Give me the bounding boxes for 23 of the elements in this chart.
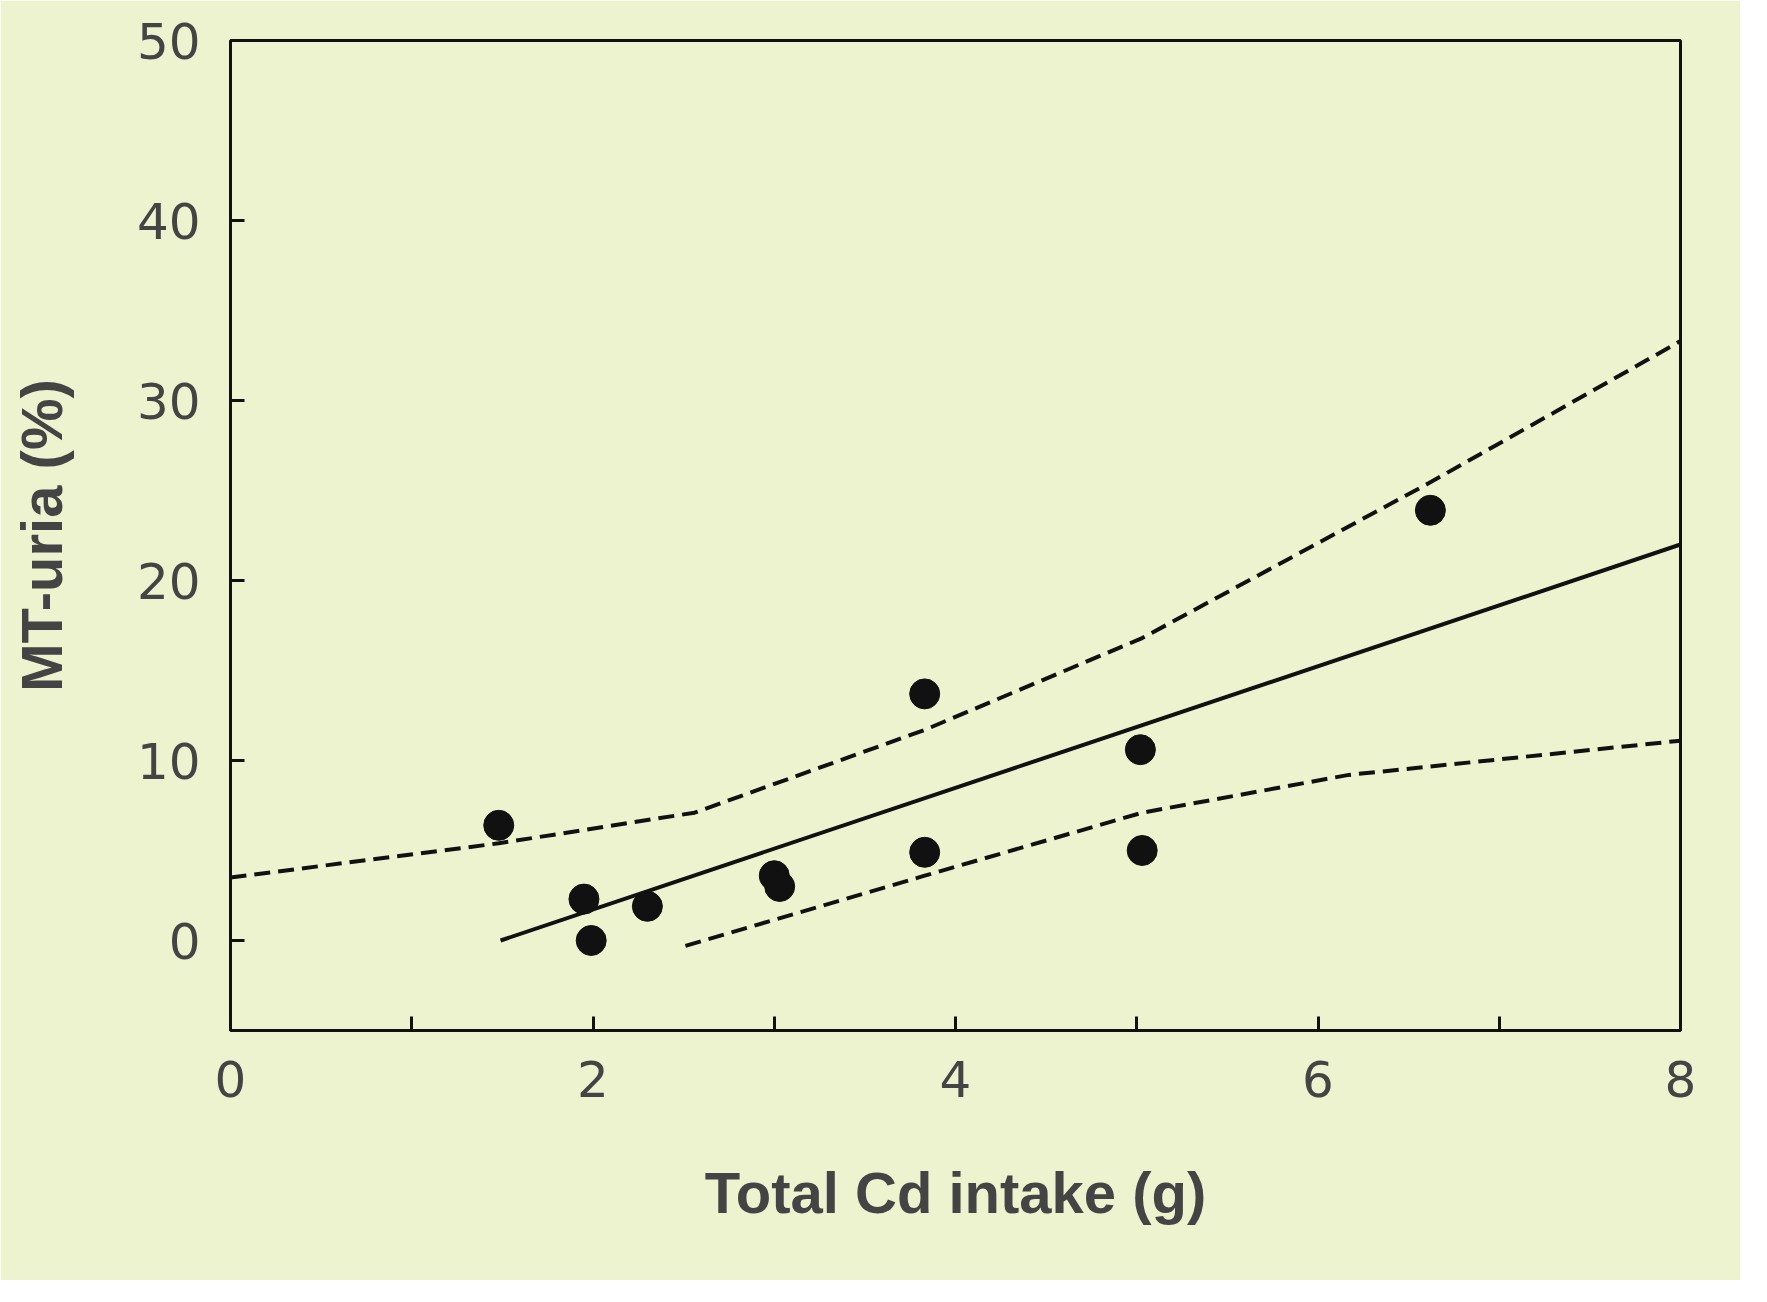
- y-tick-label: 50: [136, 12, 201, 71]
- point: [631, 890, 663, 922]
- y-tick-label: 30: [136, 372, 201, 431]
- point: [1124, 734, 1156, 766]
- point: [909, 836, 941, 868]
- point: [1126, 835, 1158, 866]
- y-tick-label: 0: [168, 912, 201, 971]
- point: [568, 883, 600, 915]
- y-tick-label: 10: [136, 732, 201, 791]
- point: [575, 925, 607, 956]
- x-tick-label: 8: [1664, 1050, 1697, 1109]
- x-axis-title: Total Cd intake (g): [704, 1159, 1207, 1225]
- point: [909, 678, 941, 710]
- y-tick-label: 40: [136, 192, 201, 251]
- x-tick-label: 2: [577, 1050, 609, 1109]
- y-axis-title: MT-uria (%): [8, 379, 74, 692]
- point: [483, 809, 515, 841]
- y-tick-label: 20: [136, 552, 201, 611]
- x-tick-label: 4: [939, 1050, 972, 1109]
- point: [1414, 494, 1446, 526]
- x-tick-label: 0: [214, 1050, 247, 1109]
- point: [764, 871, 796, 902]
- x-tick-label: 6: [1302, 1050, 1334, 1109]
